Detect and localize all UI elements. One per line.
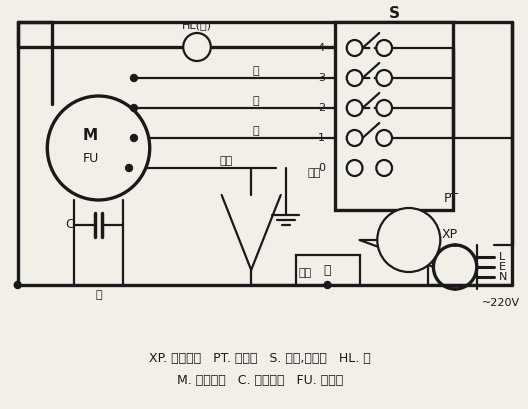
Circle shape xyxy=(183,33,211,61)
Text: E: E xyxy=(498,262,505,272)
Text: 4: 4 xyxy=(318,43,325,53)
Text: 黄绿: 黄绿 xyxy=(220,156,233,166)
Circle shape xyxy=(48,96,150,200)
Circle shape xyxy=(324,281,331,288)
Text: M: M xyxy=(83,128,98,144)
Text: N: N xyxy=(498,272,507,282)
Text: L: L xyxy=(498,252,505,262)
Text: 1: 1 xyxy=(318,133,325,143)
Text: M. 风扇电机   C. 启动电容   FU. 熔断器: M. 风扇电机 C. 启动电容 FU. 熔断器 xyxy=(177,373,343,387)
Circle shape xyxy=(376,160,392,176)
Bar xyxy=(335,22,453,210)
Bar xyxy=(296,255,360,285)
Text: ~220V: ~220V xyxy=(482,298,520,308)
Circle shape xyxy=(347,100,363,116)
Circle shape xyxy=(347,40,363,56)
Text: 蓝: 蓝 xyxy=(253,126,259,136)
Circle shape xyxy=(130,135,137,142)
Circle shape xyxy=(14,281,21,288)
Text: S: S xyxy=(389,7,400,22)
Text: 黄绿: 黄绿 xyxy=(307,168,320,178)
Circle shape xyxy=(376,70,392,86)
Text: XP: XP xyxy=(442,229,458,241)
Circle shape xyxy=(347,130,363,146)
Circle shape xyxy=(126,164,133,171)
Circle shape xyxy=(130,105,137,112)
Text: XP. 电源插头   PT. 定时器   S. 调速,灯开关   HL. 灯: XP. 电源插头 PT. 定时器 S. 调速,灯开关 HL. 灯 xyxy=(149,351,371,364)
Text: 蓝: 蓝 xyxy=(95,290,102,300)
Text: FU: FU xyxy=(82,151,99,164)
Circle shape xyxy=(378,208,440,272)
Text: 标: 标 xyxy=(324,263,331,276)
Circle shape xyxy=(376,100,392,116)
Text: PT: PT xyxy=(444,192,458,205)
Text: 0: 0 xyxy=(318,163,325,173)
Circle shape xyxy=(130,74,137,81)
Text: 2: 2 xyxy=(318,103,325,113)
Text: 白: 白 xyxy=(253,96,259,106)
Circle shape xyxy=(347,70,363,86)
Circle shape xyxy=(376,40,392,56)
Text: 3: 3 xyxy=(318,73,325,83)
Text: C: C xyxy=(65,218,74,231)
Text: 红: 红 xyxy=(253,66,259,76)
Circle shape xyxy=(376,130,392,146)
Text: HL(红): HL(红) xyxy=(182,20,212,30)
Circle shape xyxy=(347,160,363,176)
Text: 黄绿: 黄绿 xyxy=(299,268,312,278)
